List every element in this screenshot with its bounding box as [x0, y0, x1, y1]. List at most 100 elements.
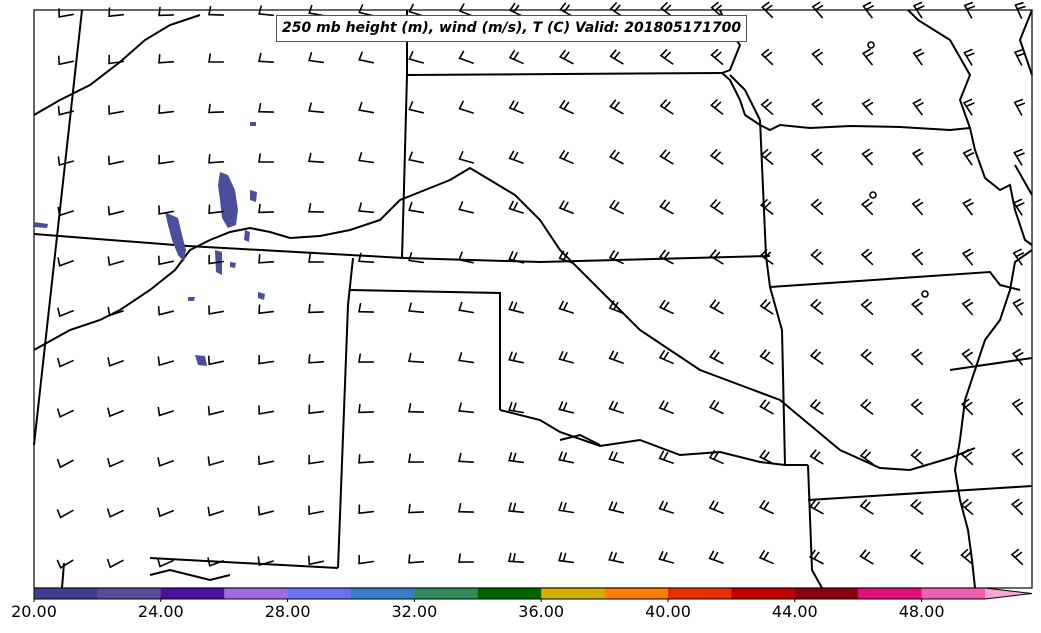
wind-barb — [659, 149, 674, 165]
wind-barb — [961, 298, 974, 316]
wind-barb — [157, 356, 174, 367]
wind-barb — [358, 101, 375, 114]
wind-barb — [56, 509, 74, 519]
colorbar-tick-label: 28.00 — [264, 602, 311, 621]
wind-barb — [910, 448, 924, 465]
wind-barb — [108, 7, 125, 18]
wind-barb — [910, 298, 924, 316]
wind-barb — [859, 399, 874, 415]
wind-barb — [963, 48, 975, 66]
wind-barb — [809, 349, 824, 365]
wind-barb — [962, 148, 975, 166]
wind-barb — [308, 203, 325, 213]
wind-barb — [861, 48, 874, 66]
wind-barb — [108, 54, 125, 65]
wind-barb — [107, 508, 124, 518]
wind-barb — [508, 301, 524, 314]
wind-barb — [909, 499, 924, 515]
wind-barb — [508, 251, 524, 264]
rivers — [33, 14, 976, 582]
wind-barb — [1012, 298, 1024, 316]
wind-barb — [57, 156, 74, 167]
map-frame — [33, 9, 1033, 589]
colorbar-segment — [921, 588, 986, 599]
colorbar-segment — [731, 588, 796, 599]
wind-barb — [158, 154, 175, 165]
colorbar-outline — [33, 587, 1033, 600]
wind-barb — [608, 149, 624, 165]
wind-barb — [107, 458, 124, 468]
wind-barb — [107, 256, 124, 267]
wind-barb — [659, 49, 674, 65]
wind-barb — [56, 559, 74, 569]
wind-barb — [558, 451, 574, 464]
wind-barb — [108, 155, 124, 166]
wind-barb — [408, 151, 424, 164]
wind-barb — [458, 301, 475, 314]
wind-barb — [658, 249, 674, 265]
colorbar-segment — [34, 588, 98, 599]
wind-barb — [860, 298, 874, 315]
wind-barb — [609, 99, 624, 115]
wind-barb — [308, 253, 325, 263]
wind-barb — [358, 303, 375, 313]
wind-barb — [358, 4, 374, 17]
wind-barb — [961, 348, 973, 366]
wind-barb — [308, 152, 325, 163]
wind-barb — [860, 348, 874, 365]
wind-barb — [659, 199, 674, 215]
wind-barb — [608, 199, 624, 215]
wind-barb — [408, 503, 425, 514]
wind-barb — [608, 250, 624, 265]
wind-barb — [107, 205, 124, 216]
wind-barb — [208, 6, 225, 16]
wind-barb — [912, 98, 924, 116]
wind-barb — [458, 452, 475, 463]
wind-barb — [308, 102, 325, 114]
colorbar-tick-label: 36.00 — [518, 602, 565, 621]
wind-barb — [759, 299, 774, 315]
temperature-shading — [34, 122, 265, 366]
colorbar-segment — [351, 588, 415, 599]
wind-barb — [1011, 398, 1024, 416]
wind-barb — [358, 554, 375, 565]
colorbar-tick-label: 20.00 — [11, 602, 57, 621]
wind-barb — [859, 549, 874, 565]
colorbar-tick-label: 44.00 — [771, 602, 818, 621]
wind-barb — [708, 349, 724, 365]
wind-barb — [58, 8, 74, 18]
wind-barb — [709, 199, 724, 215]
wind-barb — [558, 401, 574, 414]
wind-barb — [960, 548, 974, 565]
wind-barb — [106, 558, 124, 569]
wind-barb — [558, 99, 574, 115]
wind-barb — [57, 206, 74, 217]
wind-barb — [308, 555, 324, 566]
wind-barb — [308, 303, 325, 314]
map-title: 250 mb height (m), wind (m/s), T (C) Val… — [276, 15, 748, 42]
wind-barb — [811, 98, 824, 116]
wind-barb — [911, 198, 924, 216]
wind-barb — [708, 399, 724, 415]
wind-barb — [759, 199, 774, 215]
wind-barb — [861, 98, 874, 116]
wind-barb — [960, 498, 974, 515]
wind-barb — [57, 408, 74, 418]
wind-barb — [308, 4, 325, 17]
wind-barb — [208, 204, 225, 215]
wind-barb — [658, 551, 674, 564]
wind-barb — [208, 355, 224, 366]
wind-barb — [1013, 48, 1026, 66]
wind-barb — [358, 152, 375, 164]
wind-barb — [558, 49, 574, 65]
wind-barb — [608, 451, 624, 464]
wind-barb — [761, 1, 774, 19]
wind-barb — [558, 300, 574, 314]
colorbar-segment — [794, 588, 859, 599]
wind-barb — [258, 354, 275, 365]
wind-barb — [258, 5, 275, 17]
wind-barb — [709, 149, 724, 165]
wind-barb — [861, 148, 873, 166]
wind-barb — [809, 399, 824, 415]
wind-barb — [408, 352, 425, 363]
